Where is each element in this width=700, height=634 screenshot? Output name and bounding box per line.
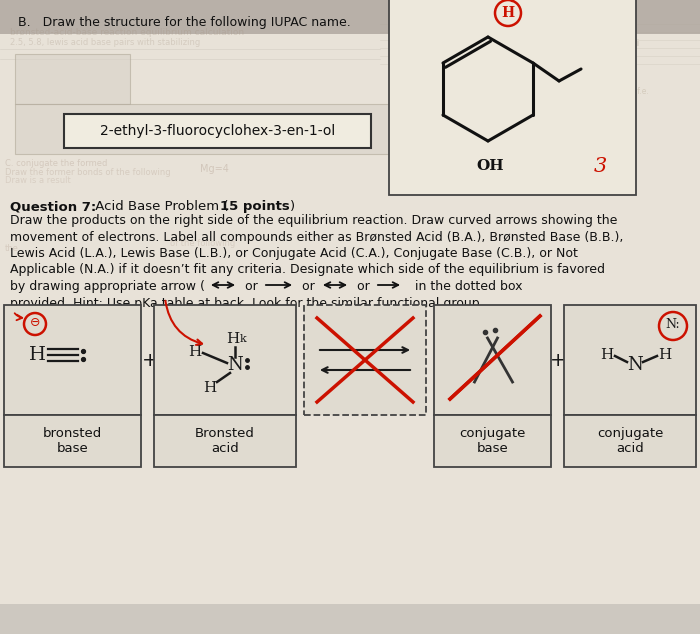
Text: OH: OH bbox=[476, 159, 504, 173]
Text: H: H bbox=[601, 348, 614, 362]
FancyBboxPatch shape bbox=[564, 415, 696, 467]
FancyBboxPatch shape bbox=[564, 305, 696, 415]
Text: H: H bbox=[226, 332, 239, 346]
FancyBboxPatch shape bbox=[154, 415, 296, 467]
Text: Bronsted
acid: Bronsted acid bbox=[195, 427, 255, 455]
Text: N: N bbox=[627, 356, 643, 374]
Text: Acid Base Problem (: Acid Base Problem ( bbox=[91, 200, 228, 213]
Text: k: k bbox=[239, 334, 246, 344]
Text: H: H bbox=[204, 381, 216, 395]
FancyBboxPatch shape bbox=[154, 305, 296, 415]
Text: or: or bbox=[353, 280, 370, 293]
Text: bronsted
base: bronsted base bbox=[43, 427, 102, 455]
Text: 1.f.e.: 1.f.e. bbox=[630, 87, 649, 96]
Bar bbox=[15, 54, 130, 104]
Bar bbox=[0, 0, 700, 34]
Text: N:: N: bbox=[666, 318, 680, 332]
Text: in the dotted box: in the dotted box bbox=[407, 280, 522, 293]
FancyBboxPatch shape bbox=[434, 305, 551, 415]
Text: Lewis Acid (L.A.), Lewis Base (L.B.), or Conjugate Acid (C.A.), Conjugate Base (: Lewis Acid (L.A.), Lewis Base (L.B.), or… bbox=[10, 247, 578, 260]
Text: B.   Draw the structure for the following IUPAC name.: B. Draw the structure for the following … bbox=[18, 16, 351, 29]
Text: Draw the products on the right side of the equilibrium reaction. Draw curved arr: Draw the products on the right side of t… bbox=[10, 214, 617, 227]
Text: Draw the former bonds of the following: Draw the former bonds of the following bbox=[5, 168, 171, 177]
Text: H: H bbox=[659, 348, 671, 362]
Text: pairs/conjugate: pairs/conjugate bbox=[510, 34, 575, 43]
Text: Question 7:: Question 7: bbox=[10, 200, 97, 213]
Text: by drawing appropriate arrow (: by drawing appropriate arrow ( bbox=[10, 280, 205, 293]
Text: H: H bbox=[188, 345, 202, 359]
Text: Draw is a result: Draw is a result bbox=[5, 176, 71, 185]
Text: 3: 3 bbox=[594, 157, 607, 176]
Text: +: + bbox=[550, 351, 566, 370]
Text: of the: of the bbox=[400, 72, 425, 81]
Text: C. conjugate the formed: C. conjugate the formed bbox=[5, 159, 107, 168]
FancyBboxPatch shape bbox=[4, 305, 141, 415]
Text: conjugate
acid: conjugate acid bbox=[597, 427, 663, 455]
Text: brønsted-acid-base: brønsted-acid-base bbox=[460, 26, 541, 35]
Text: lenol3mi: lenol3mi bbox=[600, 39, 639, 48]
FancyBboxPatch shape bbox=[434, 415, 551, 467]
Text: Mg=4: Mg=4 bbox=[200, 164, 229, 174]
FancyBboxPatch shape bbox=[304, 305, 426, 415]
Text: ): ) bbox=[290, 200, 295, 213]
Text: provided. Hint: Use pKa table at back. Look for the similar functional group.: provided. Hint: Use pKa table at back. L… bbox=[10, 297, 484, 309]
Text: noıtcnuF: noıtcnuF bbox=[430, 14, 473, 24]
Text: conjugate
base: conjugate base bbox=[459, 427, 526, 455]
Text: of the following: of the following bbox=[170, 239, 235, 248]
Text: the: the bbox=[5, 244, 19, 253]
Text: conjugate: conjugate bbox=[560, 19, 605, 28]
FancyBboxPatch shape bbox=[64, 114, 371, 148]
Text: 2-ethyl-3-fluorocyclohex-3-en-1-ol: 2-ethyl-3-fluorocyclohex-3-en-1-ol bbox=[100, 124, 335, 138]
Text: 2.5, 5.8, lewis acid base pairs with stabilizing: 2.5, 5.8, lewis acid base pairs with sta… bbox=[10, 38, 200, 47]
Text: movement of electrons. Label all compounds either as Brønsted Acid (B.A.), Brøns: movement of electrons. Label all compoun… bbox=[10, 231, 624, 243]
Text: ⊖: ⊖ bbox=[29, 316, 41, 330]
Text: or: or bbox=[298, 280, 315, 293]
Text: brønsted-acid-base reaction equilibrium calculation: brønsted-acid-base reaction equilibrium … bbox=[10, 28, 244, 37]
Text: Applicable (N.A.) if it doesn’t fit any criteria. Designate which side of the eq: Applicable (N.A.) if it doesn’t fit any … bbox=[10, 264, 605, 276]
Bar bbox=[15, 104, 405, 154]
Text: +: + bbox=[141, 351, 158, 370]
Text: N: N bbox=[227, 356, 243, 374]
Text: H: H bbox=[29, 346, 46, 364]
Text: or: or bbox=[241, 280, 258, 293]
Text: 15 points: 15 points bbox=[220, 200, 290, 213]
Text: H: H bbox=[501, 6, 514, 20]
FancyBboxPatch shape bbox=[389, 0, 636, 195]
FancyBboxPatch shape bbox=[4, 415, 141, 467]
